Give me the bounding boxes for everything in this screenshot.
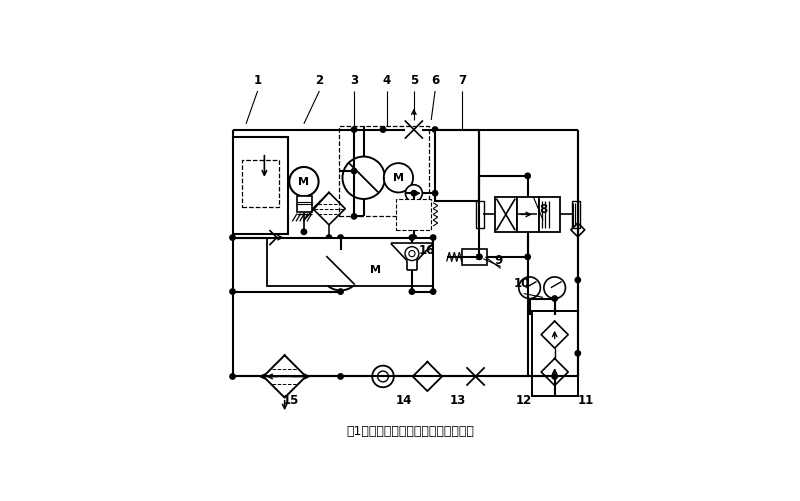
Circle shape [326,235,332,240]
Circle shape [372,366,394,387]
Bar [517,197,538,232]
Circle shape [430,235,436,240]
Circle shape [432,127,438,132]
Circle shape [411,190,417,196]
Circle shape [432,190,438,196]
Bar [267,237,433,286]
Circle shape [430,289,436,294]
Text: 8: 8 [539,203,547,216]
Text: 4: 4 [382,74,391,87]
Circle shape [406,185,422,202]
Text: 1: 1 [254,74,262,87]
Bar [233,137,289,233]
Circle shape [477,254,482,260]
Text: 图1滤芯流量疲劳循环试验装置示意图: 图1滤芯流量疲劳循环试验装置示意图 [346,425,474,438]
Circle shape [410,289,414,294]
Text: 6: 6 [431,74,439,87]
Text: M: M [393,173,404,183]
Text: 12: 12 [516,394,532,407]
Bar [397,199,431,230]
Circle shape [405,246,419,261]
Bar [462,249,487,265]
Text: 13: 13 [450,394,466,407]
Circle shape [338,374,343,379]
Text: 5: 5 [410,74,418,87]
Bar [338,126,430,216]
Circle shape [230,289,235,294]
Circle shape [384,163,413,192]
Text: 3: 3 [350,74,358,87]
Text: 7: 7 [458,74,466,87]
Text: 16: 16 [419,244,435,257]
Circle shape [351,127,357,132]
Circle shape [525,254,530,260]
Circle shape [410,235,414,240]
Bar [572,201,580,228]
Circle shape [518,277,540,299]
Circle shape [525,173,530,178]
Bar [435,130,479,201]
Circle shape [342,157,385,199]
Text: 10: 10 [514,277,530,290]
Circle shape [575,351,581,356]
Circle shape [351,213,357,219]
Circle shape [552,374,558,379]
Circle shape [552,296,558,301]
Text: 9: 9 [494,254,503,267]
Bar [538,197,561,232]
Circle shape [338,289,343,294]
Circle shape [351,168,357,174]
Text: M: M [370,266,381,276]
Bar [242,160,279,207]
Text: 15: 15 [282,394,298,407]
Circle shape [378,371,388,382]
Circle shape [380,127,386,132]
Bar [475,201,484,228]
Circle shape [230,235,235,240]
Circle shape [411,235,417,240]
Bar [531,311,578,396]
Bar [297,196,312,212]
Circle shape [575,278,581,283]
Circle shape [321,250,361,291]
Text: M: M [298,177,310,187]
Circle shape [409,250,415,257]
Circle shape [362,257,389,284]
Circle shape [302,229,306,234]
Circle shape [338,235,343,240]
Circle shape [544,277,566,299]
Text: 11: 11 [578,394,594,407]
Text: 2: 2 [315,74,323,87]
Bar [495,197,517,232]
Circle shape [230,374,235,379]
Text: 14: 14 [396,394,413,407]
Circle shape [290,167,318,196]
